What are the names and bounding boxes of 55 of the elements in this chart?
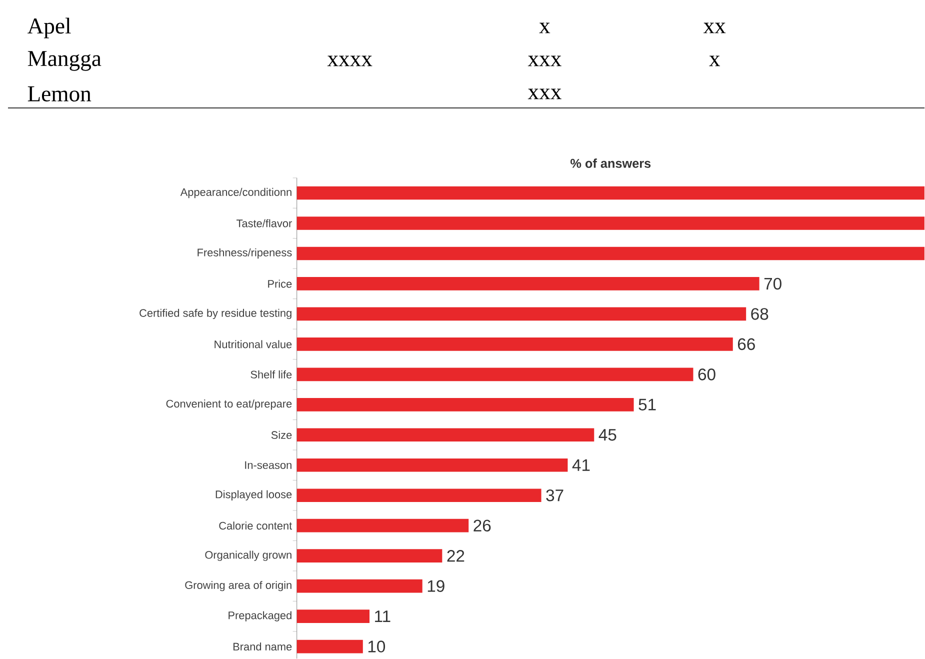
y-tick-label: Convenient to eat/prepare bbox=[166, 400, 292, 410]
bar bbox=[296, 579, 422, 593]
bar bbox=[296, 307, 746, 321]
bar bbox=[296, 640, 363, 654]
bar bbox=[296, 216, 924, 230]
data-label: 51 bbox=[638, 398, 656, 411]
y-tick-label: Displayed loose bbox=[216, 490, 292, 501]
data-label: 41 bbox=[572, 459, 590, 471]
y-tick-label: Appearance/conditionn bbox=[180, 188, 292, 198]
text: x bbox=[709, 56, 720, 66]
y-tick-label: Shelf life bbox=[250, 370, 292, 378]
data-label: 60 bbox=[698, 368, 716, 380]
y-tick-label: Growing area of origin bbox=[185, 581, 292, 592]
text: Mangga bbox=[28, 51, 102, 71]
data-label: 68 bbox=[751, 308, 768, 320]
bar bbox=[296, 338, 733, 351]
data-label: 37 bbox=[546, 490, 564, 502]
y-tick-label: Organically grown bbox=[205, 550, 292, 561]
bar bbox=[296, 488, 542, 502]
text: Apel bbox=[27, 18, 71, 38]
data-label: 11 bbox=[375, 610, 390, 622]
bar bbox=[296, 246, 924, 260]
y-tick-label: Brand name bbox=[233, 642, 292, 651]
text: Lemon bbox=[28, 86, 92, 102]
bar bbox=[296, 610, 370, 624]
text: xxxx bbox=[327, 56, 372, 66]
data-label: 66 bbox=[738, 338, 755, 350]
data-label: 10 bbox=[368, 640, 386, 652]
bar bbox=[296, 368, 694, 382]
y-tick-label: Calorie content bbox=[219, 522, 292, 530]
y-tick-label: Freshness/ripeness bbox=[198, 248, 292, 259]
text: xxx bbox=[528, 56, 562, 66]
chart-title: % of answers bbox=[570, 158, 651, 168]
text: xx bbox=[703, 22, 726, 34]
bar bbox=[296, 277, 760, 290]
y-tick-label: Taste/flavor bbox=[236, 219, 292, 228]
bar bbox=[296, 398, 634, 412]
y-tick-label: Size bbox=[271, 430, 292, 439]
bar bbox=[296, 186, 924, 200]
y-tick-label: Prepackaged bbox=[228, 611, 292, 622]
text: xxx bbox=[528, 88, 562, 100]
data-label: 22 bbox=[447, 550, 464, 562]
data-label: 19 bbox=[428, 580, 444, 592]
data-label: 26 bbox=[474, 520, 491, 532]
text: x bbox=[539, 22, 550, 34]
y-tick-label: In-season bbox=[245, 461, 292, 469]
data-label: 45 bbox=[598, 429, 616, 441]
y-tick-label: Certified safe by residue testing bbox=[140, 308, 292, 320]
bar bbox=[296, 518, 469, 532]
bar bbox=[296, 428, 594, 442]
bar bbox=[296, 458, 568, 472]
bar bbox=[296, 549, 442, 563]
y-tick-label: Price bbox=[268, 280, 292, 288]
data-label: 70 bbox=[764, 278, 782, 290]
y-tick-label: Nutritional value bbox=[214, 340, 292, 348]
